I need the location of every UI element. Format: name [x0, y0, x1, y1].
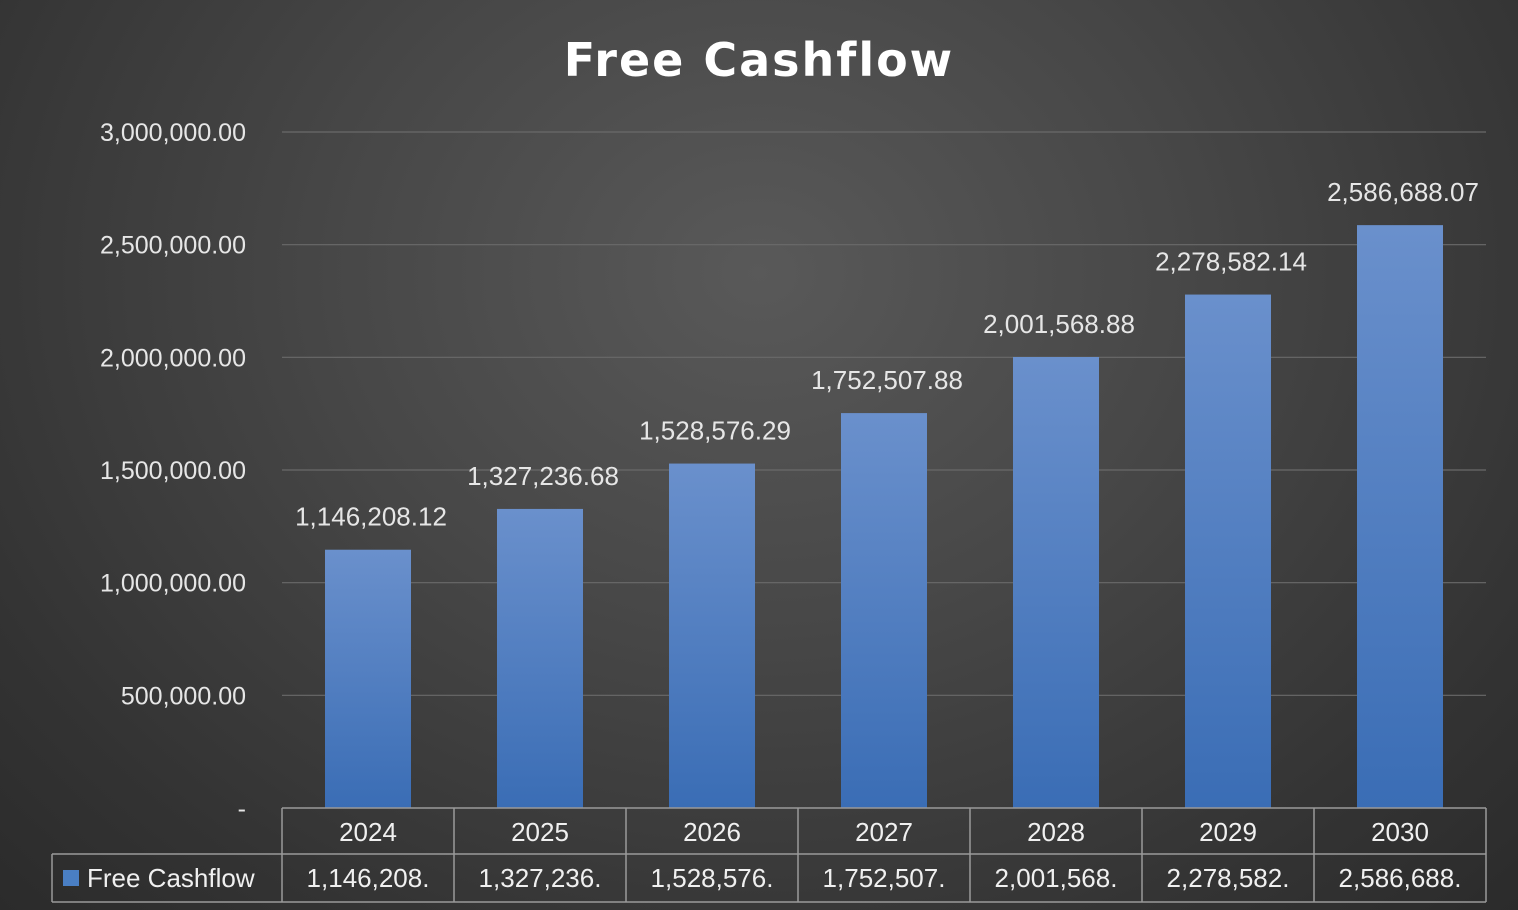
data-table: 2024 1,146,208. 2025 1,327,236. 2026 1,528,57…	[51, 807, 1487, 903]
legend-key	[63, 870, 79, 886]
data-label-2027: 1,752,507.88	[811, 365, 963, 395]
y-tick-label: 2,500,000.00	[100, 232, 246, 260]
table-value-2024: 1,146,208.	[307, 863, 430, 893]
bar-2026	[669, 463, 755, 808]
y-tick-label: 3,000,000.00	[100, 119, 246, 147]
data-label-2026: 1,528,576.29	[639, 416, 791, 446]
x-tick-label-2030: 2030	[1371, 817, 1429, 847]
bar-2029	[1185, 294, 1271, 809]
x-tick-label-2025: 2025	[511, 817, 569, 847]
y-tick-label: -	[238, 795, 246, 823]
x-tick-label-2027: 2027	[855, 817, 913, 847]
bar-2030	[1357, 225, 1443, 809]
bar-2024	[325, 549, 411, 808]
data-label-2029: 2,278,582.14	[1155, 247, 1307, 277]
x-tick-label-2026: 2026	[683, 817, 741, 847]
y-tick-label: 2,000,000.00	[100, 344, 246, 372]
bar-2025	[497, 508, 583, 808]
table-value-2027: 1,752,507.	[823, 863, 946, 893]
bars	[325, 225, 1443, 809]
bar-2028	[1013, 356, 1099, 808]
y-tick-label: 500,000.00	[121, 682, 246, 710]
y-axis-ticks: - 500,000.00 1,000,000.00 1,500,000.00 2,000…	[100, 119, 246, 823]
data-label-2024: 1,146,208.12	[295, 502, 447, 532]
legend-series-name: Free Cashflow	[87, 863, 255, 893]
x-tick-label-2029: 2029	[1199, 817, 1257, 847]
chart-title: Free Cashflow	[564, 33, 954, 87]
data-label-2025: 1,327,236.68	[467, 461, 619, 491]
data-label-2028: 2,001,568.88	[983, 309, 1135, 339]
table-value-2028: 2,001,568.	[995, 863, 1118, 893]
data-labels: 1,146,208.12 1,327,236.68 1,528,576.29 1,75…	[295, 177, 1479, 532]
table-value-2030: 2,586,688.	[1339, 863, 1462, 893]
data-label-2030: 2,586,688.07	[1327, 177, 1479, 207]
y-tick-label: 1,000,000.00	[100, 570, 246, 598]
table-value-2025: 1,327,236.	[479, 863, 602, 893]
table-value-2026: 1,528,576.	[651, 863, 774, 893]
x-tick-label-2028: 2028	[1027, 817, 1085, 847]
y-tick-label: 1,500,000.00	[100, 457, 246, 485]
table-value-2029: 2,278,582.	[1167, 863, 1290, 893]
x-tick-label-2024: 2024	[339, 817, 397, 847]
bar-2027	[841, 413, 927, 808]
